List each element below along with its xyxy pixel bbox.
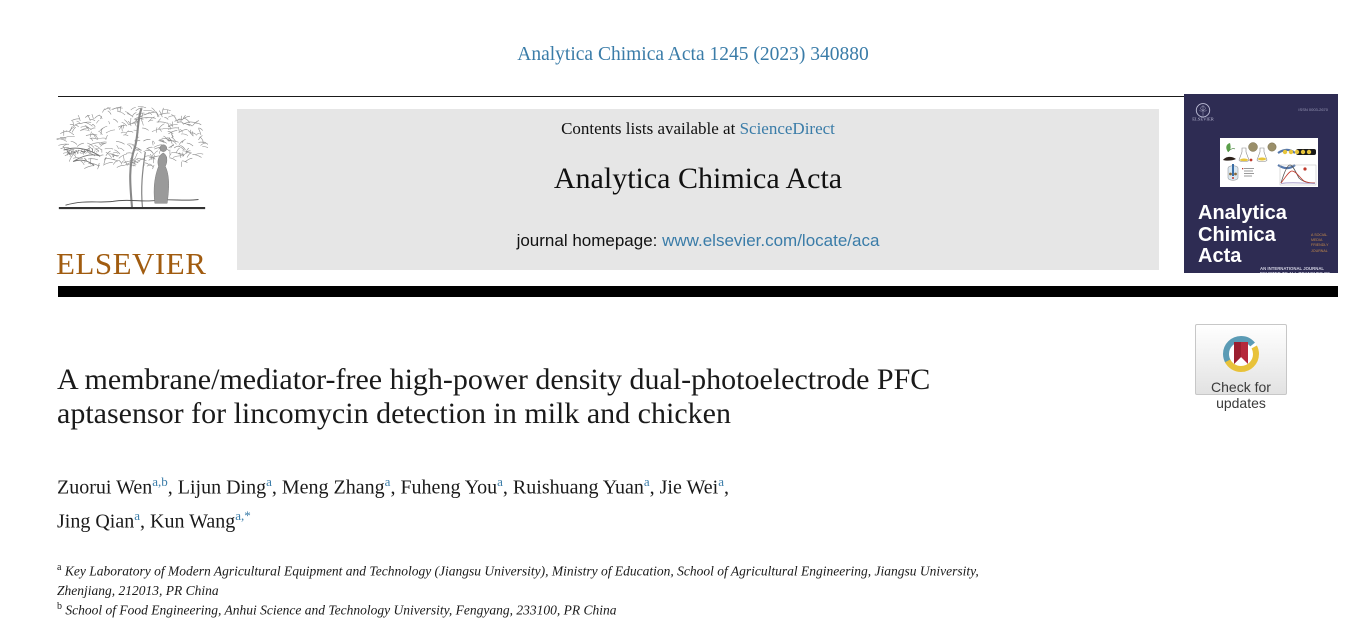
svg-text:NON SOLUS: NON SOLUS xyxy=(65,148,99,157)
svg-text:ELSEVIER: ELSEVIER xyxy=(1192,116,1214,121)
